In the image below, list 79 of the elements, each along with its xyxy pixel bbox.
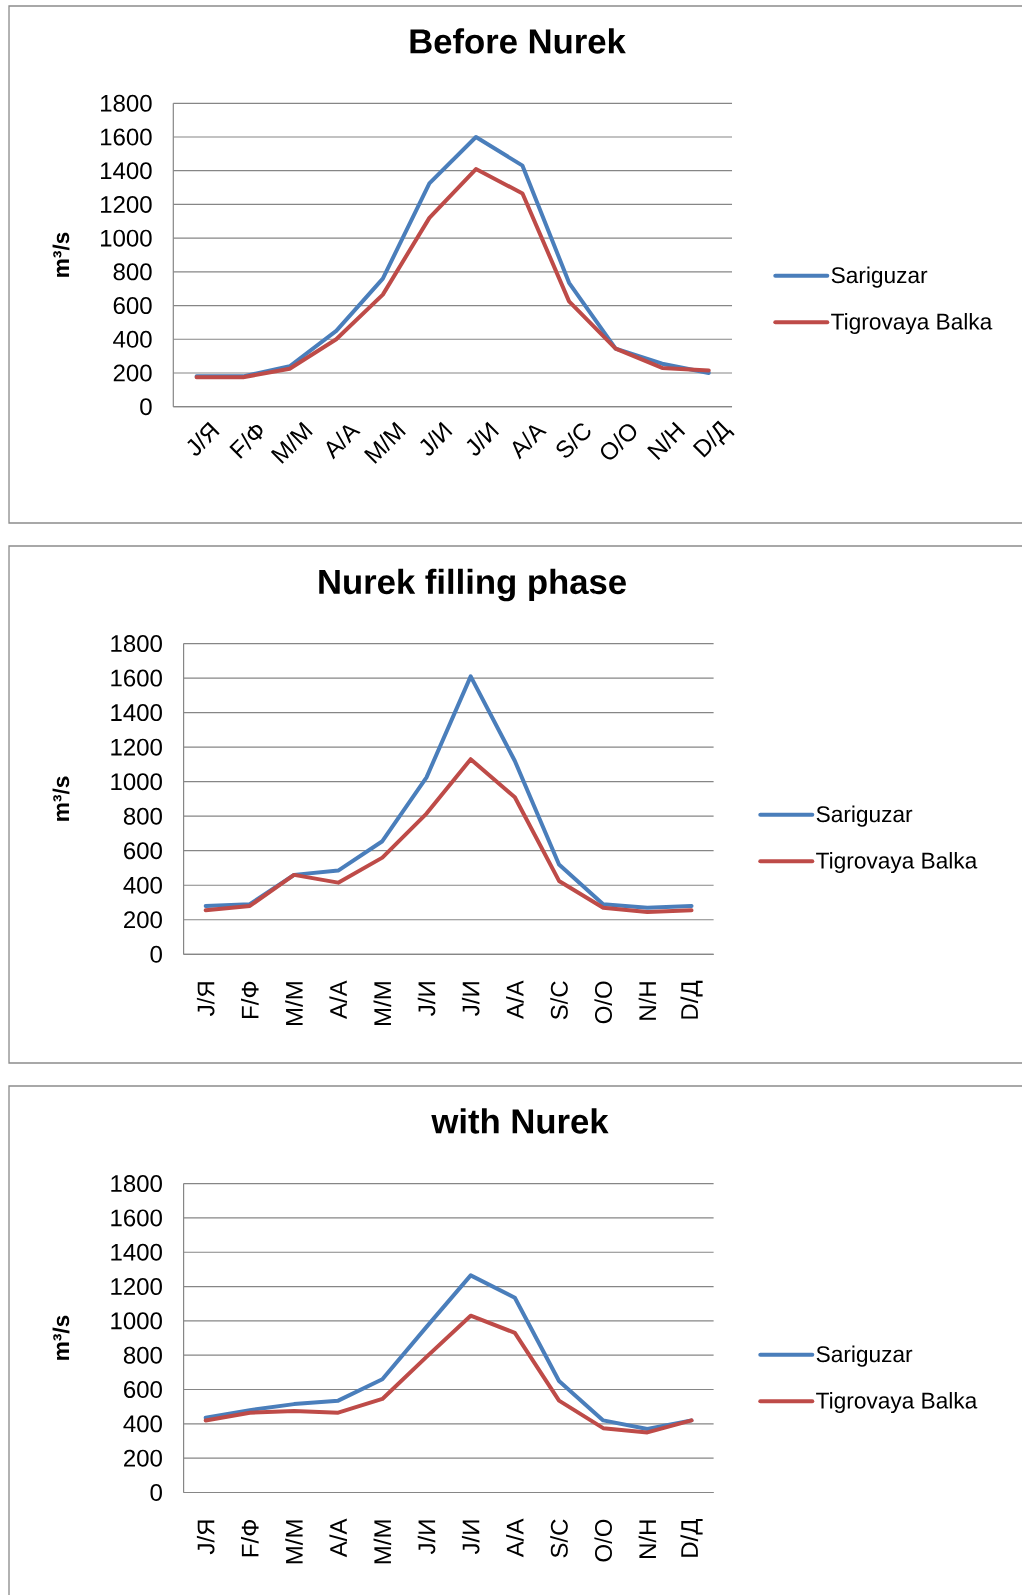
y-axis-title: m³/s	[52, 232, 70, 277]
x-tick-label: D/Д	[680, 980, 703, 1019]
x-tick-label: J/И	[466, 421, 499, 456]
y-tick-label: 0	[150, 945, 162, 963]
y-tick-label: 600	[124, 842, 162, 860]
y-tick-label: 1600	[111, 669, 162, 687]
x-tick-label: S/С	[556, 423, 591, 458]
y-tick-label: 1800	[111, 1175, 162, 1193]
y-axis-title: m³/s	[52, 1315, 70, 1360]
x-tick-label: M/М	[285, 982, 303, 1026]
legend-label: Tigrovaya Balka	[816, 1391, 978, 1414]
x-tick-label: J/И	[420, 421, 453, 456]
line-series	[203, 1313, 694, 1435]
y-tick-label: 1000	[111, 1312, 162, 1330]
x-tick-label: S/С	[550, 981, 568, 1020]
y-tick-label: 800	[123, 1346, 162, 1364]
y-tick-label: 200	[124, 1449, 162, 1467]
y-tick-label: 0	[140, 398, 152, 416]
y-tick-label: 400	[123, 876, 162, 894]
x-tick-label: F/Ф	[229, 425, 263, 459]
x-tick-label: F/Ф	[241, 981, 259, 1018]
x-tick-label: J/И	[417, 982, 436, 1016]
y-tick-label: 1000	[101, 229, 152, 247]
y-tick-label: 200	[124, 911, 162, 929]
x-tick-label: A/А	[326, 425, 361, 460]
y-tick-label: 400	[113, 330, 152, 348]
y-tick-label: 1800	[101, 94, 152, 112]
line-series	[203, 674, 694, 910]
x-tick-label: A/А	[329, 980, 347, 1019]
line-series	[203, 757, 694, 914]
x-tick-label: J/И	[461, 1520, 480, 1555]
y-tick-label: 800	[123, 807, 162, 825]
x-tick-label: N/Н	[647, 421, 686, 460]
y-tick-label: 1800	[111, 635, 162, 653]
x-tick-label: A/А	[506, 980, 524, 1019]
y-tick-label: 1400	[111, 1243, 162, 1261]
y-tick-label: 200	[113, 364, 152, 382]
legend-label: Tigrovaya Balka	[831, 313, 993, 335]
chart-title: Nurek filling phase	[319, 568, 626, 602]
x-tick-label: M/М	[373, 982, 392, 1026]
y-tick-label: 1600	[111, 1209, 162, 1227]
chart-title: Before Nurek	[410, 28, 626, 54]
legend-label: Tigrovaya Balka	[816, 852, 978, 874]
x-tick-label: N/Н	[638, 982, 657, 1020]
x-tick-label: F/Ф	[241, 1519, 259, 1557]
x-tick-label: J/Я	[196, 982, 215, 1016]
x-tick-label: M/М	[285, 1520, 303, 1564]
y-tick-label: 800	[113, 263, 152, 281]
y-tick-label: 1200	[111, 738, 162, 756]
x-tick-label: D/Д	[680, 1518, 703, 1557]
y-tick-label: 400	[123, 1415, 162, 1433]
y-tick-label: 1000	[111, 773, 162, 791]
x-tick-label: S/С	[550, 1519, 568, 1558]
x-tick-label: D/Д	[692, 420, 735, 458]
y-tick-label: 1600	[101, 128, 152, 146]
x-tick-label: A/А	[329, 1518, 347, 1558]
x-tick-label: J/Я	[187, 421, 220, 456]
x-tick-label: J/И	[417, 1520, 436, 1555]
legend-label: Sariguzar	[816, 805, 913, 827]
y-tick-label: 0	[150, 1483, 162, 1501]
y-tick-label: 1400	[111, 704, 162, 722]
y-tick-label: 1200	[111, 1278, 162, 1296]
x-tick-label: M/М	[373, 1520, 392, 1564]
x-tick-label: J/Я	[196, 1520, 215, 1555]
x-tick-label: O/О	[594, 1519, 612, 1562]
x-tick-label: A/А	[506, 1518, 524, 1558]
chart-title: with Nurek	[431, 1108, 609, 1134]
y-axis-title: m³/s	[52, 776, 70, 821]
y-tick-label: 600	[124, 1381, 162, 1399]
x-tick-label: A/А	[512, 425, 547, 460]
x-tick-label: O/О	[594, 981, 612, 1024]
legend-label: Sariguzar	[831, 266, 928, 288]
x-tick-label: N/Н	[638, 1520, 657, 1558]
y-tick-label: 1400	[101, 162, 152, 180]
y-tick-label: 1200	[101, 195, 152, 213]
x-tick-label: J/И	[461, 982, 480, 1016]
x-tick-label: O/О	[600, 424, 637, 460]
y-tick-label: 600	[113, 297, 152, 315]
legend-label: Sariguzar	[816, 1345, 913, 1367]
